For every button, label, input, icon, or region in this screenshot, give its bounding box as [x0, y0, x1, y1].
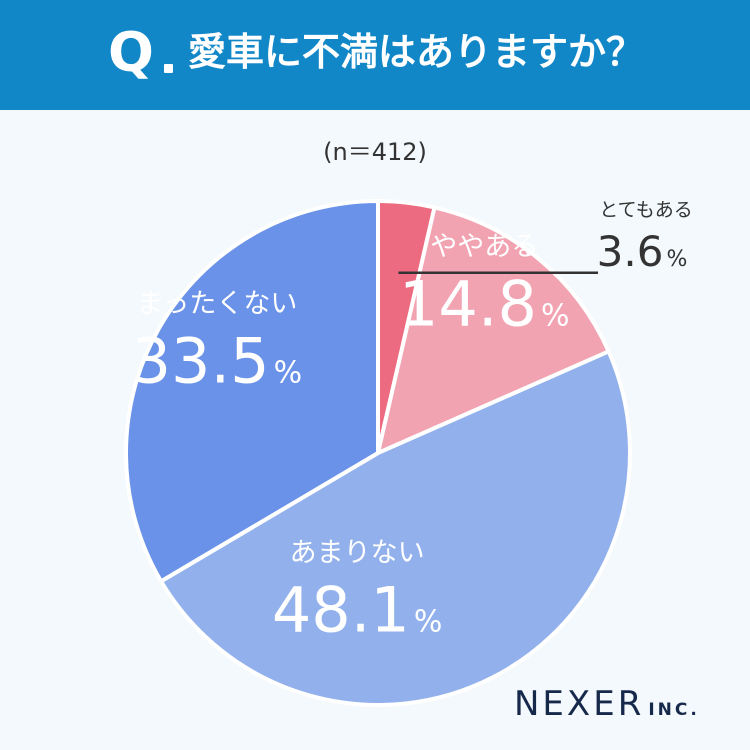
pie-slices [124, 199, 632, 707]
slice-label-value: 3.6% [597, 227, 688, 276]
question-title: 愛車に不満はありますか？ [188, 30, 645, 74]
pie-slice [159, 349, 632, 707]
slice-label-name: あまりない [290, 538, 425, 569]
nexer-logo: NEXER INC. [514, 684, 700, 724]
slice-label-name: ややある [430, 231, 538, 262]
slice-label-value: 14.8% [399, 267, 570, 340]
slice-label-value: 33.5% [132, 324, 303, 397]
logo-sub: INC. [648, 700, 700, 720]
pie-labels: とてもある 3.6 % ややある 14.8 % あまりない 48.1 % まったくない 33.5% [132, 199, 693, 647]
q-dot [164, 64, 173, 73]
slice-label-name: とてもある [599, 199, 692, 221]
sample-size: (n＝412) [323, 138, 427, 166]
logo-main: NEXER [514, 684, 645, 724]
pie-slice [124, 199, 380, 584]
header-bar: Q 愛車に不満はありますか？ [0, 0, 750, 110]
slice-label-name: まったくない [136, 288, 297, 319]
q-mark: Q [108, 21, 155, 84]
pie-slice [376, 205, 611, 455]
slice-label-value: 48.1% [272, 574, 443, 647]
